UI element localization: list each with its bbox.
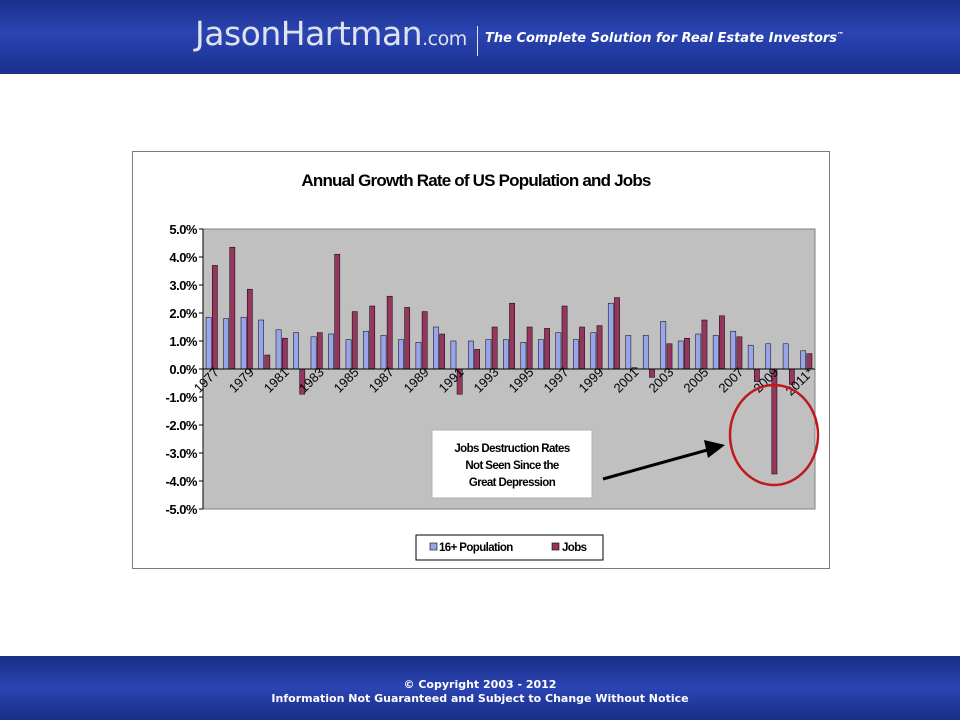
jobs-bar-2005 bbox=[701, 319, 708, 370]
annotation-line-1: Jobs Destruction Rates bbox=[454, 443, 569, 455]
site-logo[interactable]: JasonHartman.com bbox=[195, 14, 467, 53]
trademark-mark: ™ bbox=[837, 31, 845, 39]
y-tick-label: 2.0% bbox=[169, 306, 198, 321]
jobs-bar-1998 bbox=[579, 326, 585, 370]
jobs-bar-2006 bbox=[719, 315, 725, 370]
chart-title: Annual Growth Rate of US Population and … bbox=[301, 171, 651, 190]
population-bar-1990 bbox=[433, 326, 439, 370]
jobs-bar-1983 bbox=[316, 332, 323, 370]
population-bar-1992 bbox=[468, 340, 474, 370]
header-banner: JasonHartman.com The Complete Solution f… bbox=[0, 0, 960, 74]
y-tick-label: 1.0% bbox=[169, 334, 198, 349]
jobs-bar-1994 bbox=[509, 302, 515, 370]
jobs-bar-1993 bbox=[491, 326, 498, 370]
y-tick-label: 5.0% bbox=[169, 222, 198, 237]
y-tick-label: -2.0% bbox=[166, 418, 198, 433]
bars-group bbox=[205, 246, 813, 475]
y-tick-label: 3.0% bbox=[169, 278, 198, 293]
population-bar-2002 bbox=[642, 335, 649, 370]
logo-name: JasonHartman bbox=[195, 14, 423, 53]
jobs-bar-1978 bbox=[229, 246, 236, 370]
legend-label-population: 16+ Population bbox=[439, 542, 513, 554]
population-bar-1996 bbox=[538, 339, 544, 370]
jobs-bar-1980 bbox=[264, 354, 271, 370]
annotation-line-2: Not Seen Since the bbox=[465, 460, 559, 472]
jobs-bar-1988 bbox=[404, 307, 411, 370]
legend-box bbox=[415, 534, 604, 561]
highlight-circle bbox=[728, 383, 820, 487]
y-tick-label: 0.0% bbox=[169, 362, 198, 377]
population-bar-1988 bbox=[398, 339, 404, 370]
jobs-bar-1997 bbox=[561, 305, 568, 370]
jobs-bar-2007 bbox=[736, 336, 743, 370]
population-bar-2007 bbox=[730, 330, 737, 370]
tagline-text: The Complete Solution for Real Estate In… bbox=[485, 31, 838, 46]
jobs-bar-1990 bbox=[439, 333, 446, 370]
jobs-bar-1986 bbox=[369, 305, 376, 370]
header-divider bbox=[477, 26, 478, 56]
arrow-head bbox=[704, 440, 725, 458]
y-axis-ticks: 5.0% 4.0% 3.0% 2.0% 1.0% 0.0% -1.0% -2.0% -3.0% -… bbox=[166, 222, 203, 517]
chart-container: Annual Growth Rate of US Population and … bbox=[132, 151, 830, 569]
population-bar-1982 bbox=[293, 332, 299, 370]
growth-rate-chart: Annual Growth Rate of US Population and … bbox=[166, 171, 820, 561]
population-bar-1986 bbox=[363, 330, 369, 370]
legend-swatch-population bbox=[429, 542, 438, 551]
logo-domain: .com bbox=[422, 28, 467, 50]
jobs-bar-1985 bbox=[351, 311, 358, 370]
header-tagline: The Complete Solution for Real Estate In… bbox=[485, 31, 844, 46]
y-tick-label: -5.0% bbox=[166, 502, 198, 517]
jobs-bar-1984 bbox=[334, 253, 341, 370]
annotation-box bbox=[431, 429, 593, 499]
population-bar-2004 bbox=[677, 340, 684, 370]
y-tick-label: -3.0% bbox=[166, 446, 198, 461]
annotation-line-3: Great Depression bbox=[469, 477, 556, 489]
population-bar-1980 bbox=[258, 319, 264, 370]
jobs-bar-1989 bbox=[421, 311, 428, 370]
population-bar-2005 bbox=[695, 333, 702, 370]
footer-notice: Information Not Guaranteed and Subject t… bbox=[271, 692, 689, 705]
legend-label-jobs: Jobs bbox=[562, 542, 587, 554]
population-bar-1978 bbox=[223, 318, 229, 370]
y-tick-label: -4.0% bbox=[166, 474, 198, 489]
jobs-bar-1977 bbox=[211, 265, 218, 370]
footer-copyright: © Copyright 2003 - 2012 bbox=[403, 678, 557, 691]
jobs-bar-2004 bbox=[684, 337, 690, 370]
jobs-bar-1981 bbox=[281, 337, 288, 370]
population-bar-1979 bbox=[240, 316, 247, 370]
jobs-bar-1996 bbox=[544, 328, 550, 370]
jobs-bar-1992 bbox=[474, 349, 480, 370]
jobs-bar-2003 bbox=[666, 343, 673, 370]
legend-swatch-jobs bbox=[551, 542, 560, 551]
population-bar-2006 bbox=[712, 335, 719, 370]
y-tick-label: -1.0% bbox=[166, 390, 198, 405]
legend: 16+ Population Jobs bbox=[415, 534, 604, 561]
population-bar-1994 bbox=[503, 339, 509, 370]
y-tick-label: 4.0% bbox=[169, 250, 198, 265]
population-bar-2000 bbox=[607, 302, 614, 370]
population-bar-2010 bbox=[782, 343, 789, 370]
jobs-bar-2000 bbox=[614, 297, 620, 370]
jobs-bar-1995 bbox=[526, 326, 533, 370]
jobs-bar-1979 bbox=[246, 288, 253, 370]
jobs-bar-1987 bbox=[386, 295, 393, 370]
population-bar-1984 bbox=[328, 333, 334, 370]
jobs-bar-1999 bbox=[596, 325, 603, 370]
annotation-callout: Jobs Destruction Rates Not Seen Since th… bbox=[431, 429, 593, 499]
annotation-arrow bbox=[602, 440, 725, 481]
footer-banner: © Copyright 2003 - 2012 Information Not … bbox=[0, 656, 960, 720]
population-bar-1999 bbox=[590, 332, 597, 370]
population-bar-1997 bbox=[555, 332, 562, 370]
population-bar-2008 bbox=[747, 344, 754, 370]
population-bar-1977 bbox=[205, 316, 212, 370]
population-bar-1981 bbox=[275, 329, 282, 370]
arrow-shaft bbox=[602, 447, 712, 481]
population-bar-1998 bbox=[572, 339, 579, 370]
population-bar-2003 bbox=[660, 321, 667, 370]
